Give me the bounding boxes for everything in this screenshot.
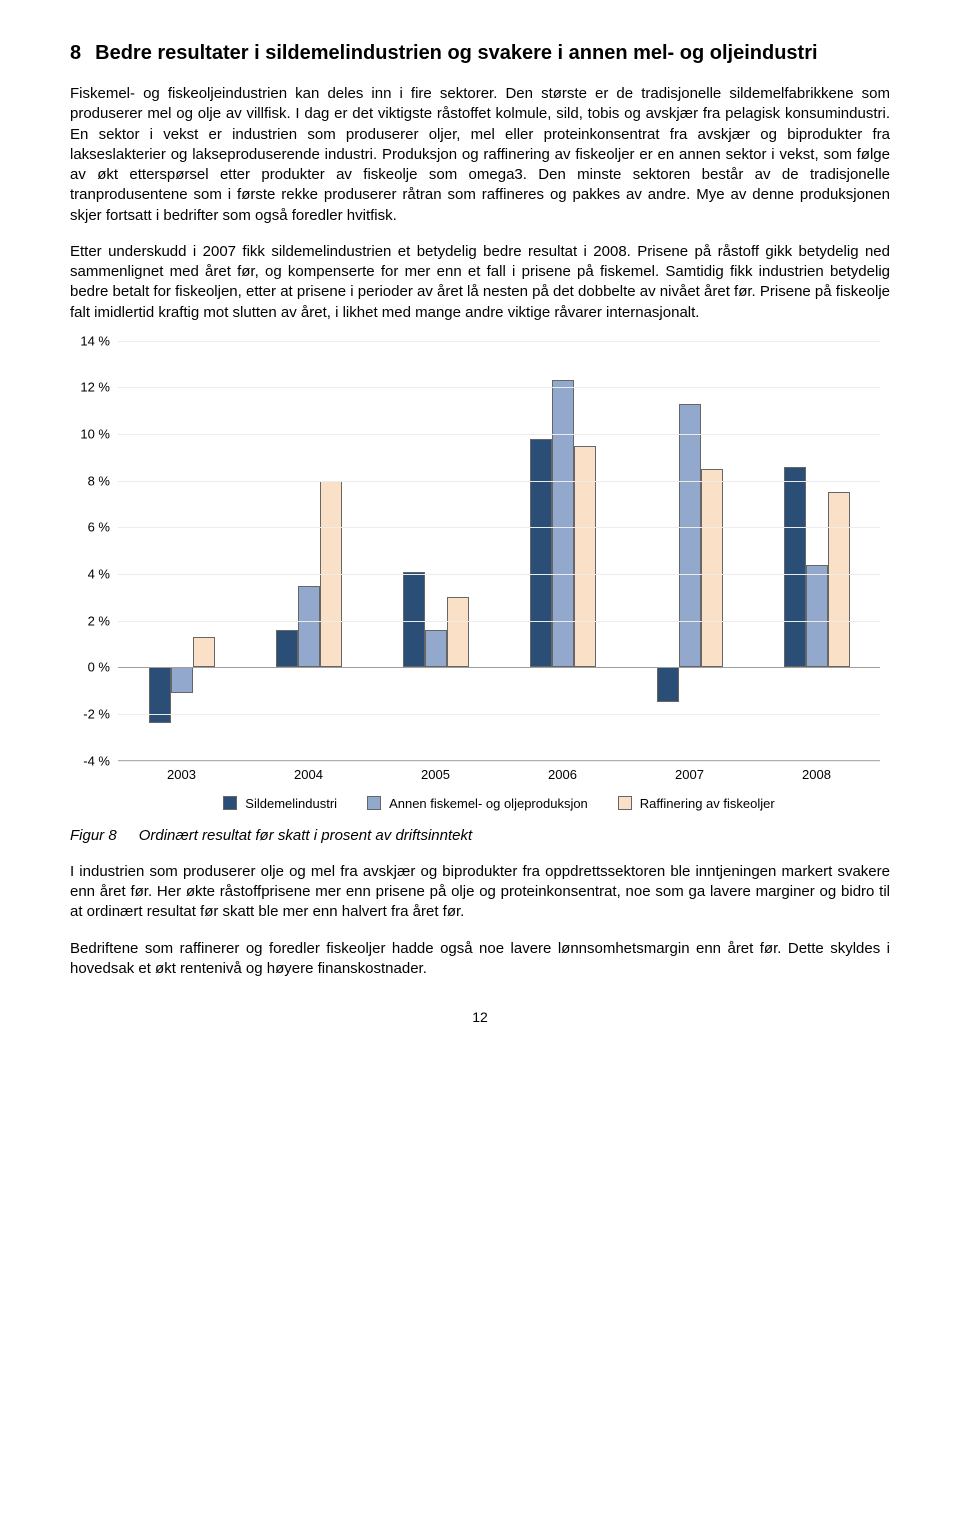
year-group (118, 341, 245, 760)
year-group (626, 341, 753, 760)
legend-label: Raffinering av fiskeoljer (640, 796, 775, 811)
bars-area (118, 341, 880, 760)
x-tick-label: 2003 (118, 767, 245, 782)
bar (657, 667, 679, 702)
year-group (245, 341, 372, 760)
grid-line (118, 434, 880, 435)
x-tick-label: 2006 (499, 767, 626, 782)
x-tick-label: 2007 (626, 767, 753, 782)
y-tick-label: -4 % (83, 753, 110, 768)
figure-caption: Figur 8 Ordinært resultat før skatt i pro… (70, 827, 890, 844)
x-tick-label: 2008 (753, 767, 880, 782)
section-number: 8 (70, 40, 81, 66)
y-tick-label: 2 % (88, 613, 110, 628)
chart-legend: Sildemelindustri Annen fiskemel- og oljep… (118, 796, 880, 811)
bar (530, 439, 552, 668)
y-tick-label: 4 % (88, 567, 110, 582)
legend-swatch (618, 796, 632, 810)
bar (403, 572, 425, 668)
bar (828, 492, 850, 667)
y-tick-label: -2 % (83, 707, 110, 722)
bar (552, 380, 574, 667)
page-number: 12 (70, 1009, 890, 1025)
bar (679, 404, 701, 668)
y-tick-label: 8 % (88, 473, 110, 488)
bar (276, 630, 298, 667)
grid-line (118, 574, 880, 575)
bar (193, 637, 215, 667)
bar (171, 667, 193, 693)
chart-plot-area (118, 341, 880, 761)
legend-item: Raffinering av fiskeoljer (618, 796, 775, 811)
y-tick-label: 6 % (88, 520, 110, 535)
paragraph-1: Fiskemel- og fiskeoljeindustrien kan del… (70, 84, 890, 226)
grid-line (118, 761, 880, 762)
grid-line (118, 387, 880, 388)
legend-swatch (367, 796, 381, 810)
x-tick-label: 2004 (245, 767, 372, 782)
y-tick-label: 10 % (80, 427, 110, 442)
y-tick-label: 12 % (80, 380, 110, 395)
zero-line (118, 667, 880, 668)
legend-label: Sildemelindustri (245, 796, 337, 811)
bar (425, 630, 447, 667)
bar (574, 446, 596, 668)
figure-label: Figur 8 (70, 827, 117, 844)
y-tick-label: 0 % (88, 660, 110, 675)
figure-caption-text: Ordinært resultat før skatt i prosent av… (139, 827, 472, 844)
legend-swatch (223, 796, 237, 810)
grid-line (118, 481, 880, 482)
grid-line (118, 527, 880, 528)
grid-line (118, 621, 880, 622)
bar (701, 469, 723, 667)
paragraph-2: Etter underskudd i 2007 fikk sildemelind… (70, 242, 890, 323)
section-title: Bedre resultater i sildemelindustrien og… (95, 42, 817, 64)
paragraph-4: Bedriftene som raffinerer og foredler fi… (70, 939, 890, 980)
legend-label: Annen fiskemel- og oljeproduksjon (389, 796, 588, 811)
x-tick-label: 2005 (372, 767, 499, 782)
year-group (753, 341, 880, 760)
section-heading: 8 Bedre resultater i sildemelindustrien o… (70, 40, 890, 66)
legend-item: Sildemelindustri (223, 796, 337, 811)
y-tick-label: 14 % (80, 333, 110, 348)
grid-line (118, 341, 880, 342)
year-group (372, 341, 499, 760)
bar-chart: -4 %-2 %0 %2 %4 %6 %8 %10 %12 %14 % 2003… (70, 341, 880, 811)
y-axis-labels: -4 %-2 %0 %2 %4 %6 %8 %10 %12 %14 % (70, 341, 118, 761)
year-group (499, 341, 626, 760)
bar (784, 467, 806, 668)
bar (806, 565, 828, 668)
grid-line (118, 714, 880, 715)
bar (298, 586, 320, 668)
bar (447, 597, 469, 667)
x-axis-labels: 200320042005200620072008 (118, 767, 880, 782)
legend-item: Annen fiskemel- og oljeproduksjon (367, 796, 588, 811)
paragraph-3: I industrien som produserer olje og mel … (70, 862, 890, 923)
